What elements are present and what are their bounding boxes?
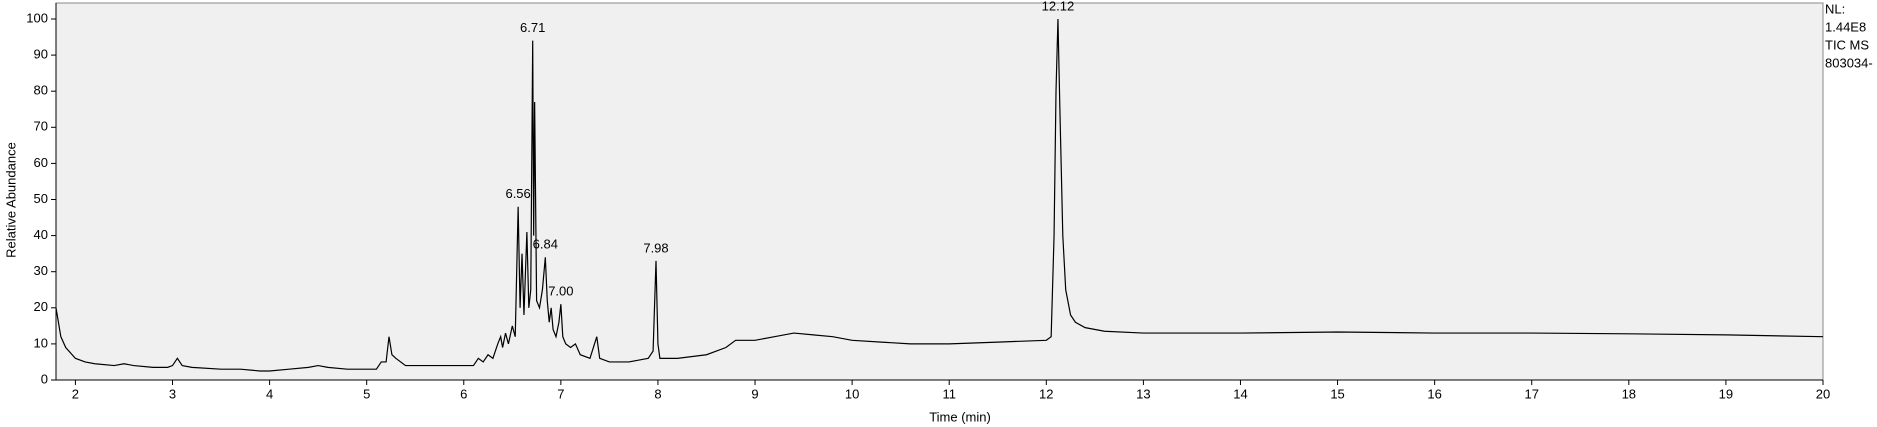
peak-label: 7.98 [643, 240, 668, 255]
y-tick-label: 30 [34, 263, 48, 278]
y-tick-label: 60 [34, 155, 48, 170]
x-tick-label: 14 [1233, 386, 1247, 401]
info-text: NL: [1825, 1, 1845, 16]
y-tick-label: 50 [34, 191, 48, 206]
info-text: 803034- [1825, 55, 1873, 70]
y-tick-label: 10 [34, 335, 48, 350]
x-tick-label: 11 [942, 386, 956, 401]
y-tick-label: 40 [34, 227, 48, 242]
y-tick-label: 20 [34, 299, 48, 314]
x-tick-label: 9 [751, 386, 758, 401]
peak-label: 12.12 [1042, 0, 1075, 13]
x-tick-label: 3 [169, 386, 176, 401]
x-tick-label: 12 [1039, 386, 1053, 401]
x-tick-label: 15 [1330, 386, 1344, 401]
x-tick-label: 2 [72, 386, 79, 401]
x-tick-label: 5 [363, 386, 370, 401]
y-tick-label: 80 [34, 83, 48, 98]
x-tick-label: 10 [845, 386, 859, 401]
peak-label: 6.84 [533, 237, 558, 252]
y-axis-label: Relative Abundance [3, 142, 18, 258]
x-tick-label: 19 [1719, 386, 1733, 401]
trace [55, 18, 1824, 372]
y-tick-label: 0 [41, 371, 48, 386]
peak-label: 7.00 [548, 284, 573, 299]
x-tick-label: 7 [557, 386, 564, 401]
x-tick-label: 17 [1525, 386, 1539, 401]
y-tick-label: 100 [26, 10, 48, 25]
x-tick-label: 20 [1816, 386, 1830, 401]
x-axis-label: Time (min) [929, 409, 991, 424]
info-text: TIC MS [1825, 37, 1869, 52]
y-tick-label: 70 [34, 119, 48, 134]
x-tick-label: 13 [1136, 386, 1150, 401]
info-text: 1.44E8 [1825, 19, 1866, 34]
x-tick-label: 8 [654, 386, 661, 401]
x-tick-label: 16 [1427, 386, 1441, 401]
x-tick-label: 18 [1622, 386, 1636, 401]
peak-label: 6.56 [505, 186, 530, 201]
x-tick-label: 4 [266, 386, 273, 401]
peak-label: 6.71 [520, 20, 545, 35]
y-tick-label: 90 [34, 47, 48, 62]
x-tick-label: 6 [460, 386, 467, 401]
plot-area [55, 2, 1824, 381]
